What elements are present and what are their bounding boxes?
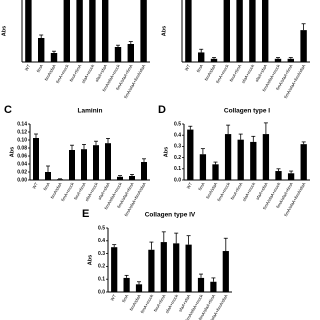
- y-axis-label: Abs: [161, 26, 167, 36]
- y-tick-label: 0.00: [17, 177, 27, 183]
- y-tick-label: 0.06: [17, 153, 27, 159]
- chart-title: Collagen type IV: [145, 212, 196, 219]
- bar: [45, 172, 51, 180]
- bar: [237, 139, 244, 180]
- y-tick-label: 0.2: [98, 264, 105, 270]
- bar: [236, 0, 243, 62]
- bar: [38, 38, 45, 62]
- y-tick-label: 0.2: [174, 155, 181, 161]
- y-tick-label: 0.0: [98, 289, 105, 295]
- bar: [69, 150, 75, 180]
- y-tick-label: 0.5: [174, 121, 181, 127]
- bar: [50, 53, 58, 62]
- y-axis-label: Abs: [1, 26, 7, 36]
- bar: [275, 171, 282, 180]
- y-tick-label: 0.3: [98, 251, 105, 257]
- bar: [127, 44, 134, 62]
- y-tick-label: 0.5: [98, 225, 105, 231]
- bar: [129, 176, 135, 180]
- y-tick-label: 0.12: [17, 129, 27, 135]
- bar: [81, 149, 87, 180]
- bar: [250, 141, 257, 180]
- bar: [198, 52, 205, 62]
- bar: [93, 145, 99, 180]
- bar: [105, 143, 111, 180]
- bar: [287, 58, 294, 62]
- y-tick-label: 0.0: [174, 177, 181, 183]
- bar: [262, 134, 270, 180]
- bar: [300, 30, 307, 62]
- x-tick-label: fimA/sfaA: [44, 63, 57, 81]
- bar: [57, 179, 63, 180]
- bar: [111, 247, 118, 292]
- bar: [274, 58, 282, 62]
- y-tick-label: 0.4: [174, 133, 181, 139]
- bar: [199, 154, 207, 180]
- bar: [160, 242, 167, 292]
- x-tick-label: fimA: [196, 63, 205, 73]
- bar: [89, 0, 96, 62]
- bar: [210, 281, 217, 292]
- panel-label: E: [82, 208, 89, 220]
- bar: [148, 249, 155, 292]
- chart-title: Collagen type I: [224, 108, 270, 115]
- bar: [102, 0, 109, 62]
- bar: [173, 243, 180, 292]
- bar: [141, 162, 147, 180]
- bar: [197, 277, 205, 292]
- y-tick-label: 0.4: [98, 238, 105, 244]
- bar: [114, 47, 122, 62]
- x-tick-label: fimA: [42, 181, 51, 191]
- bar: [140, 0, 147, 62]
- bar: [249, 0, 256, 62]
- bar: [222, 251, 229, 292]
- y-tick-label: 0.10: [17, 137, 27, 143]
- x-tick-label: WT: [109, 293, 117, 302]
- y-tick-label: 0.08: [17, 145, 27, 151]
- bar: [300, 144, 307, 180]
- panel-label: C: [4, 104, 12, 116]
- bar: [117, 176, 123, 180]
- bar: [76, 0, 83, 62]
- bar: [185, 0, 192, 62]
- bar: [33, 138, 39, 180]
- bar: [262, 0, 269, 62]
- bar: [224, 134, 232, 180]
- y-axis-label: Abs: [87, 255, 93, 265]
- y-tick-label: 0.1: [174, 166, 181, 172]
- bar: [287, 173, 295, 180]
- bar: [185, 244, 192, 292]
- bar: [63, 0, 70, 62]
- y-tick-label: 0.02: [17, 169, 27, 175]
- bar: [210, 58, 218, 62]
- bar: [223, 0, 230, 62]
- bar: [212, 164, 219, 180]
- x-tick-label: fimA/sfaA: [129, 293, 142, 311]
- chart-title: Laminin: [78, 108, 103, 115]
- bar: [135, 284, 143, 292]
- y-axis-label: Abs: [9, 147, 15, 157]
- x-tick-label: fimA: [197, 181, 206, 191]
- bar: [123, 277, 130, 292]
- y-tick-label: 0.04: [17, 161, 27, 167]
- y-axis-label: Abs: [163, 147, 169, 157]
- x-tick-label: fimA/sfaA: [204, 63, 217, 81]
- x-tick-label: fimA/sfaA: [205, 181, 218, 199]
- x-tick-label: WT: [184, 63, 192, 72]
- x-tick-label: WT: [24, 63, 32, 72]
- y-tick-label: 0.3: [174, 144, 181, 150]
- bar: [187, 129, 194, 180]
- panel-label: D: [158, 104, 166, 116]
- y-tick-label: 0.1: [98, 277, 105, 283]
- x-tick-label: fimA: [36, 63, 45, 73]
- bar: [25, 0, 32, 62]
- x-tick-label: WT: [186, 181, 194, 190]
- y-tick-label: 0.14: [17, 121, 27, 127]
- x-tick-label: WT: [31, 181, 39, 190]
- x-tick-label: fimA: [121, 293, 130, 303]
